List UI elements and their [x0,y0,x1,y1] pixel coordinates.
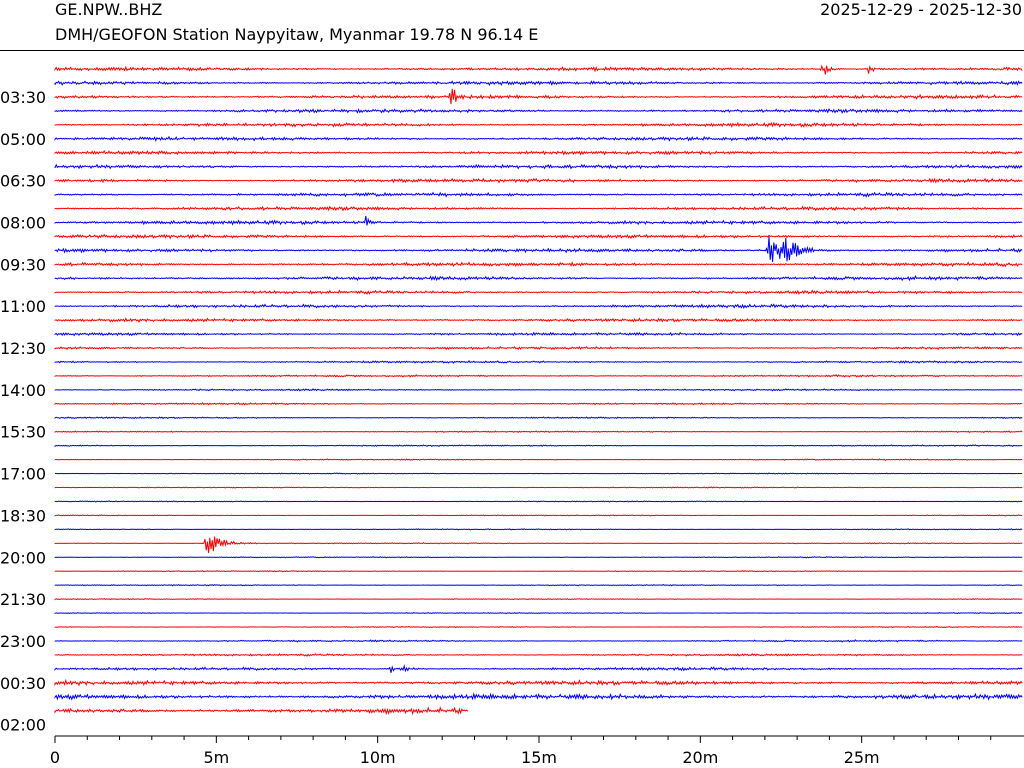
seismic-trace [54,430,1023,434]
seismic-trace [54,88,1023,105]
y-tick-label: 05:00 [0,130,46,149]
y-tick-label: 02:00 [0,716,46,735]
seismic-trace [54,236,1023,263]
x-axis: 0 5m 10m 15m 20m 25m [50,735,1024,767]
seismic-trace [54,514,1023,517]
seismic-trace [54,317,1023,323]
seismic-trace [54,64,1023,75]
y-tick-label: 20:00 [0,548,46,567]
x-tick-label: 20m [682,748,718,767]
seismic-trace [54,458,1023,461]
seismic-trace [54,706,469,716]
seismic-trace [54,486,1023,489]
y-tick-label: 03:30 [0,88,46,107]
y-tick-label: 11:00 [0,297,46,316]
x-tick-label: 25m [844,748,880,767]
seismic-trace [54,611,1023,615]
seismic-trace [54,692,1023,701]
seismic-trace [54,331,1023,337]
seismic-trace [54,584,1023,587]
header-separator [0,50,1024,51]
seismic-trace [54,374,1023,378]
seismic-trace [54,233,1023,240]
seismic-trace [54,500,1023,503]
seismic-trace [54,215,1023,226]
seismic-trace [54,664,1023,673]
x-tick-label: 5m [203,748,229,767]
x-tick-label: 10m [360,748,396,767]
seismic-trace [54,274,1023,282]
seismic-trace [54,177,1023,184]
x-tick-label: 15m [521,748,557,767]
seismic-trace [54,149,1023,156]
seismic-trace [54,639,1023,643]
station-description: DMH/GEOFON Station Naypyitaw, Myanmar 19… [55,25,539,44]
y-tick-label: 06:30 [0,172,46,191]
seismic-trace [54,360,1023,364]
seismic-trace [54,556,1023,559]
seismic-trace [54,652,1023,657]
seismic-trace [54,570,1023,573]
y-tick-label: 00:30 [0,674,46,693]
seismic-trace [54,444,1023,448]
seismic-trace [54,107,1023,114]
seismic-trace [54,472,1023,475]
trace-group [54,64,1023,716]
station-code: GE.NPW..BHZ [55,0,163,19]
seismic-trace [54,289,1023,296]
y-tick-label: 08:00 [0,213,46,232]
y-tick-label: 17:00 [0,465,46,484]
seismic-trace [54,80,1023,87]
seismic-trace [54,402,1023,406]
seismic-trace [54,163,1023,170]
seismic-trace [54,303,1023,310]
y-tick-label: 14:00 [0,381,46,400]
seismic-trace [54,191,1023,198]
y-tick-label: 15:30 [0,423,46,442]
seismic-trace [54,205,1023,212]
y-axis-labels: 03:30 05:00 06:30 08:00 09:30 11:00 12:30 14:00… [0,88,46,735]
y-tick-label: 09:30 [0,255,46,274]
seismic-trace [54,261,1023,268]
seismic-trace [54,135,1023,142]
seismic-trace [54,416,1023,420]
seismic-trace [54,598,1023,601]
seismic-trace [54,388,1023,392]
x-tick-label: 0 [50,748,60,767]
seismic-trace [54,625,1023,629]
seismic-trace [54,121,1023,128]
seismic-trace [54,528,1023,531]
seismic-trace [54,536,1023,553]
date-range: 2025-12-29 - 2025-12-30 [820,0,1022,19]
y-tick-label: 12:30 [0,339,46,358]
y-tick-label: 23:00 [0,632,46,651]
seismic-trace [54,678,1023,687]
y-tick-label: 21:30 [0,590,46,609]
y-tick-label: 18:30 [0,506,46,525]
seismic-trace [54,345,1023,351]
